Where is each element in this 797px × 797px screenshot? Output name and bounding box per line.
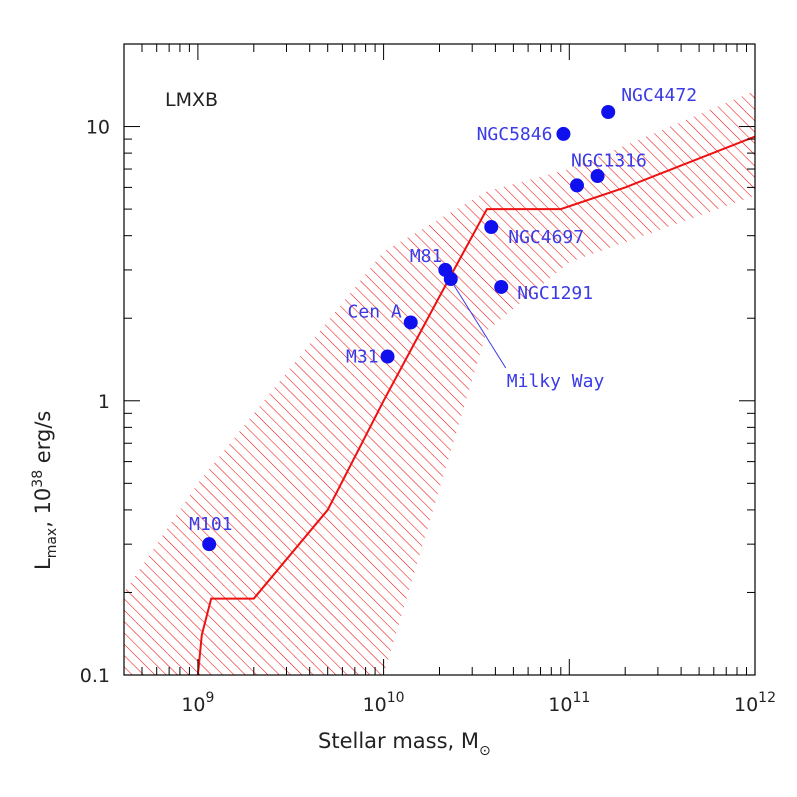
- x-tick-label-base: 10: [734, 694, 758, 716]
- x-axis-title-sub: ⊙: [479, 743, 491, 759]
- label-ngc1316: NGC1316: [571, 150, 647, 171]
- x-tick-label-base: 10: [363, 694, 387, 716]
- x-tick-label-exp: 10: [387, 690, 405, 706]
- axis-ticks: [123, 43, 756, 676]
- y-tick-label: 10: [86, 117, 110, 139]
- y-axis-title-sup: 38: [30, 470, 46, 488]
- point-ngc1316: [569, 178, 584, 193]
- label-ngc4472: NGC4472: [621, 85, 697, 106]
- x-tick-label: 1012: [734, 690, 776, 716]
- y-axis-title-mid: , 10: [31, 488, 55, 528]
- label-milky-way: Milky Way: [507, 371, 605, 392]
- point-ngc1291: [494, 279, 509, 294]
- label-m81: M81: [410, 246, 443, 267]
- model-band-layer: [124, 90, 755, 675]
- point-cen-a: [403, 315, 418, 330]
- point-m31: [380, 349, 395, 364]
- milky-way-leader-line: [453, 284, 507, 369]
- y-axis-title-post: erg/s: [31, 411, 55, 470]
- label-m31: M31: [346, 347, 379, 368]
- y-axis-title-pre: L: [31, 558, 55, 570]
- label-ngc4697: NGC4697: [508, 227, 584, 248]
- point-ngc5846: [556, 126, 571, 141]
- model-curve-layer: [196, 135, 755, 675]
- x-tick-label-exp: 9: [206, 690, 215, 706]
- x-tick-label: 1011: [548, 690, 590, 716]
- y-tick-label: 1: [98, 391, 110, 413]
- label-m101: M101: [189, 514, 232, 535]
- x-tick-label: 109: [181, 690, 214, 716]
- point-labels: M101 M31 Cen A M81 Milky Way NGC4697 NGC1291 NG…: [189, 85, 697, 535]
- x-tick-label-exp: 11: [572, 690, 590, 706]
- x-tick-label: 1010: [363, 690, 405, 716]
- point-ngc1316: [590, 169, 605, 184]
- point-milky-way: [443, 272, 458, 287]
- x-axis-title: Stellar mass, M⊙: [318, 729, 491, 759]
- y-tick-label: 0.1: [80, 665, 110, 687]
- model-curve: [196, 135, 755, 675]
- data-points: [202, 104, 616, 552]
- x-tick-label-base: 10: [181, 694, 205, 716]
- x-tick-label-base: 10: [548, 694, 572, 716]
- x-tick-label-exp: 12: [758, 690, 776, 706]
- y-axis-title: Lmax, 1038 erg/s: [30, 411, 60, 570]
- y-axis-title-sub: max: [44, 528, 60, 559]
- label-ngc1291: NGC1291: [517, 283, 593, 304]
- model-band: [124, 90, 755, 675]
- label-ngc5846: NGC5846: [477, 124, 553, 145]
- point-ngc4697: [484, 220, 499, 235]
- point-ngc4472: [601, 104, 616, 119]
- point-m101: [202, 537, 217, 552]
- x-axis-title-main: Stellar mass, M: [318, 729, 479, 753]
- chart-annotation: LMXB: [165, 89, 218, 111]
- label-cen-a: Cen A: [348, 301, 402, 322]
